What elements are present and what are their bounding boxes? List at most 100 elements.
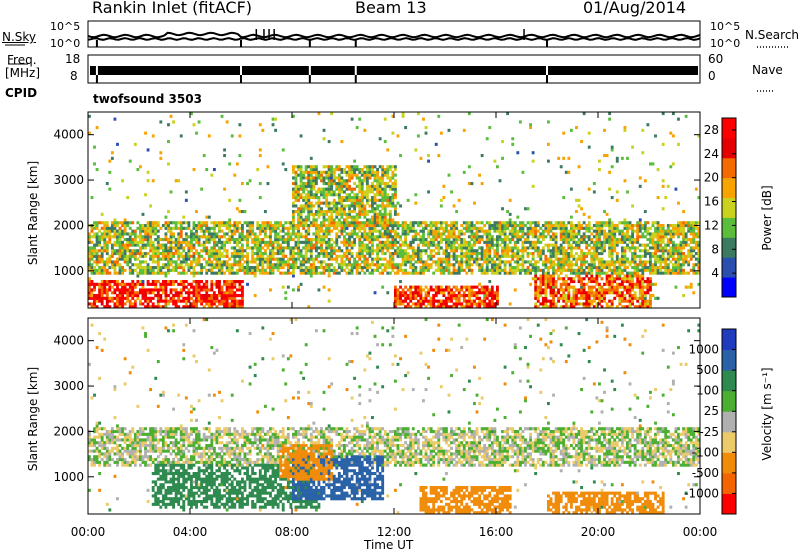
- heatmap-cell: [128, 240, 132, 244]
- heatmap-cell: [358, 184, 362, 188]
- heatmap-cell: [396, 226, 400, 230]
- heatmap-cell: [582, 112, 586, 116]
- heatmap-cell: [562, 299, 566, 303]
- heatmap-cell: [113, 282, 117, 286]
- heatmap-cell: [503, 268, 507, 272]
- heatmap-cell: [337, 184, 341, 188]
- heatmap-cell: [394, 249, 397, 253]
- heatmap-cell: [335, 204, 339, 208]
- heatmap-cell: [261, 246, 265, 250]
- heatmap-cell: [337, 210, 341, 214]
- heatmap-cell: [569, 268, 573, 272]
- heatmap-cell: [411, 263, 415, 267]
- heatmap-cell: [457, 243, 461, 247]
- heatmap-cell: [154, 260, 158, 264]
- heatmap-cell: [274, 238, 277, 242]
- heatmap-cell: [383, 266, 387, 270]
- heatmap-cell: [228, 285, 232, 289]
- heatmap-cell: [378, 229, 382, 233]
- heatmap-cell: [98, 240, 102, 244]
- heatmap-cell: [88, 240, 91, 244]
- heatmap-cell: [485, 137, 489, 141]
- heatmap-cell: [172, 232, 175, 236]
- heatmap-cell: [544, 226, 548, 230]
- heatmap-cell: [327, 207, 331, 211]
- heatmap-cell: [246, 254, 249, 258]
- heatmap-cell: [210, 221, 214, 225]
- heatmap-cell: [501, 224, 504, 228]
- heatmap-cell: [628, 260, 632, 264]
- heatmap-cell: [118, 282, 122, 286]
- heatmap-cell: [473, 249, 476, 253]
- heatmap-cell: [422, 260, 425, 264]
- heatmap-cell: [475, 263, 479, 267]
- heatmap-cell: [304, 232, 308, 236]
- heatmap-cell: [123, 243, 127, 247]
- heatmap-cell: [437, 268, 441, 272]
- heatmap-cell: [618, 240, 622, 244]
- heatmap-cell: [350, 266, 354, 270]
- heatmap-cell: [582, 235, 586, 239]
- heatmap-cell: [292, 168, 295, 172]
- heatmap-cell: [401, 260, 405, 264]
- heatmap-cell: [552, 296, 555, 300]
- heatmap-cell: [450, 226, 453, 230]
- heatmap-cell: [322, 201, 326, 205]
- heatmap-cell: [455, 254, 459, 258]
- heatmap-cell: [419, 260, 423, 264]
- heatmap-cell: [564, 299, 568, 303]
- heatmap-cell: [121, 285, 124, 289]
- heatmap-cell: [192, 274, 196, 278]
- heatmap-cell: [302, 218, 306, 222]
- heatmap-cell: [590, 291, 594, 295]
- heatmap-cell: [312, 260, 316, 264]
- heatmap-cell: [419, 271, 423, 275]
- heatmap-cell: [253, 268, 257, 272]
- heatmap-cell: [343, 196, 346, 200]
- heatmap-cell: [575, 226, 578, 230]
- heatmap-cell: [503, 226, 507, 230]
- heatmap-cell: [197, 224, 201, 228]
- heatmap-cell: [330, 179, 334, 183]
- heatmap-cell: [534, 280, 538, 284]
- heatmap-cell: [636, 299, 640, 303]
- heatmap-cell: [225, 294, 229, 298]
- heatmap-cell: [246, 271, 249, 275]
- heatmap-cell: [439, 291, 443, 295]
- heatmap-cell: [103, 263, 107, 267]
- heatmap-cell: [610, 271, 614, 275]
- heatmap-cell: [554, 224, 558, 228]
- heatmap-cell: [434, 238, 438, 242]
- heatmap-cell: [580, 224, 583, 228]
- heatmap-cell: [615, 238, 619, 242]
- heatmap-cell: [320, 249, 323, 253]
- heatmap-cell: [618, 282, 622, 286]
- heatmap-cell: [595, 271, 599, 275]
- heatmap-cell: [95, 299, 99, 303]
- heatmap-cell: [215, 285, 219, 289]
- heatmap-cell: [383, 207, 387, 211]
- heatmap-cell: [414, 266, 418, 270]
- heatmap-cell: [447, 128, 451, 132]
- heatmap-cell: [422, 232, 425, 236]
- heatmap-cell: [490, 302, 494, 306]
- heatmap-cell: [108, 257, 112, 261]
- heatmap-cell: [414, 271, 418, 275]
- heatmap-cell: [353, 243, 357, 247]
- heatmap-cell: [144, 229, 147, 233]
- heatmap-cell: [485, 268, 489, 272]
- heatmap-cell: [414, 302, 418, 306]
- heatmap-cell: [345, 193, 349, 197]
- heatmap-cell: [256, 268, 260, 272]
- heatmap-cell: [225, 221, 229, 225]
- heatmap-cell: [587, 291, 591, 295]
- heatmap-cell: [460, 294, 464, 298]
- heatmap-cell: [225, 120, 229, 124]
- heatmap-cell: [205, 271, 209, 275]
- heatmap-cell: [289, 257, 293, 261]
- heatmap-cell: [485, 288, 489, 292]
- heatmap-cell: [307, 238, 311, 242]
- heatmap-cell: [628, 221, 632, 225]
- heatmap-cell: [335, 215, 339, 219]
- heatmap-cell: [128, 232, 132, 236]
